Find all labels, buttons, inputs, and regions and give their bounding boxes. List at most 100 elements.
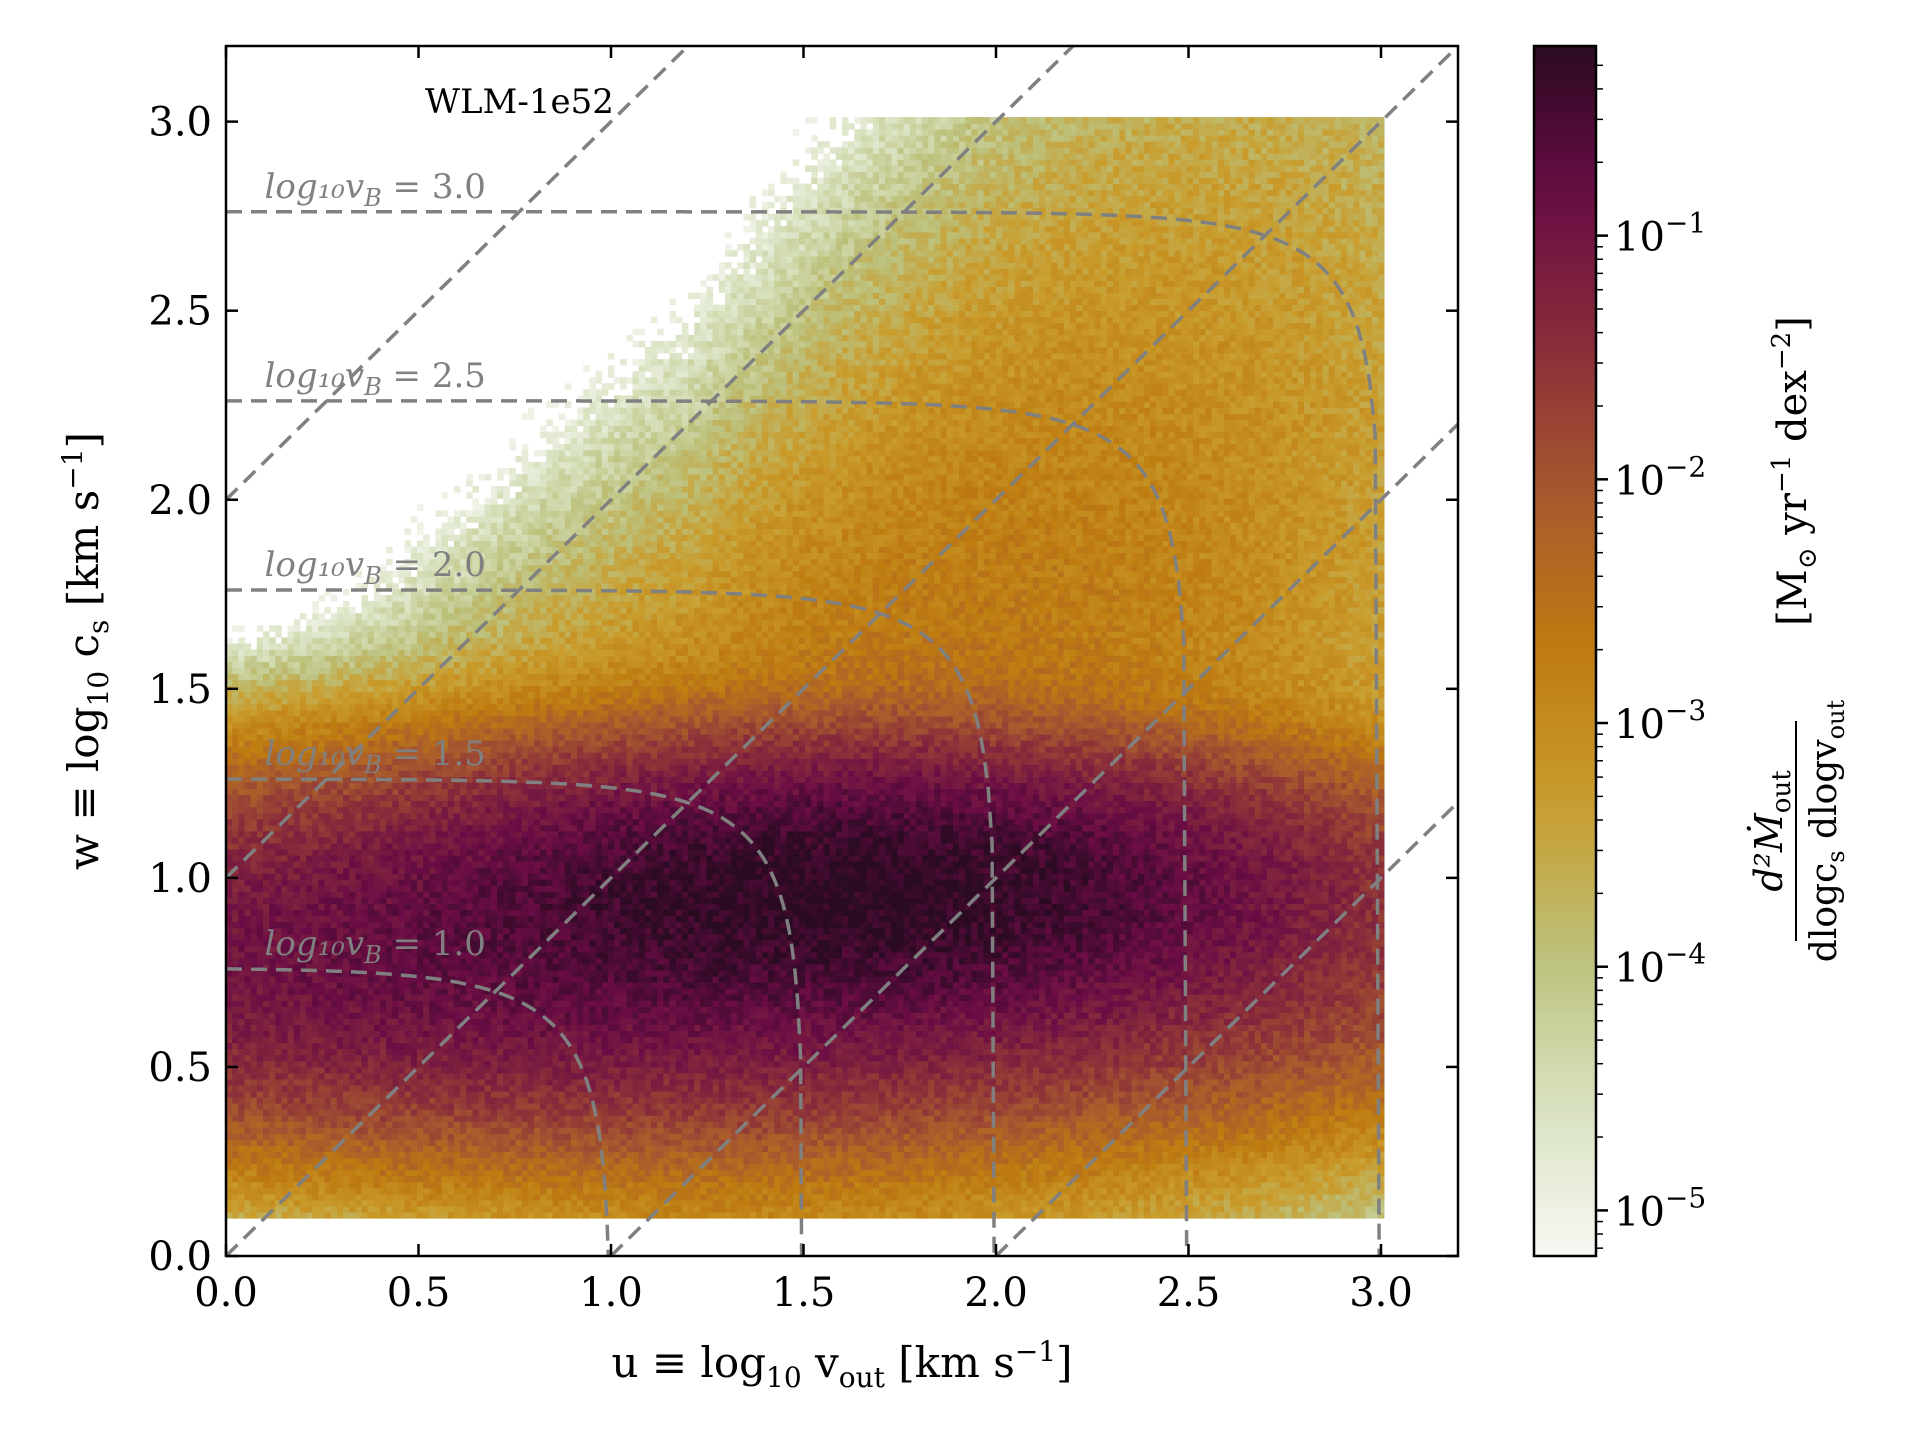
heatmap-cell [312,1140,319,1146]
heatmap-cell [238,1037,245,1043]
heatmap-cell [275,861,282,867]
heatmap-cell [238,1012,245,1018]
heatmap-cell [312,916,319,922]
heatmap-cell [325,1182,332,1188]
heatmap-cell [300,879,307,885]
heatmap-cell [251,783,258,789]
heatmap-cell [325,867,332,873]
heatmap-cell [244,958,251,964]
heatmap-cell [300,649,307,655]
heatmap-cell [251,1031,258,1037]
heatmap-cell [318,668,325,674]
heatmap-cell [263,825,270,831]
heatmap-cell [288,867,295,873]
heatmap-cell [306,1146,313,1152]
heatmap-cell [251,686,258,692]
heatmap-cell [232,1121,239,1127]
heatmap-cell [232,1006,239,1012]
heatmap-cell [288,1079,295,1085]
heatmap-cell [300,831,307,837]
heatmap-cell [331,1055,338,1061]
heatmap-cell [251,946,258,952]
heatmap-cell [318,843,325,849]
heatmap-cell [300,1085,307,1091]
heatmap-cell [281,674,288,680]
heatmap-cell [318,795,325,801]
heatmap-cell [257,976,264,982]
heatmap-cell [288,668,295,674]
heatmap-cell [288,716,295,722]
heatmap-cell [251,1170,258,1176]
heatmap-cell [257,1164,264,1170]
heatmap-cell [312,879,319,885]
heatmap-cell [312,649,319,655]
heatmap-cell [331,1206,338,1212]
heatmap-cell [318,1006,325,1012]
heatmap-cell [232,758,239,764]
heatmap-cell [257,710,264,716]
heatmap-cell [306,631,313,637]
heatmap-cell [263,1200,270,1206]
heatmap-cell [238,873,245,879]
heatmap-cell [257,910,264,916]
heatmap-cell [318,1025,325,1031]
heatmap-cell [269,1133,276,1139]
heatmap-cell [269,1019,276,1025]
heatmap-cell [232,1000,239,1006]
heatmap-cell [294,994,301,1000]
heatmap-cell [238,970,245,976]
heatmap-cell [312,686,319,692]
heatmap-cell [325,1115,332,1121]
heatmap-cell [281,1133,288,1139]
heatmap-cell [294,704,301,710]
heatmap-cell [263,1164,270,1170]
heatmap-cell [325,825,332,831]
heatmap-cell [275,837,282,843]
heatmap-cell [275,1170,282,1176]
heatmap-cell [244,946,251,952]
heatmap-cell [238,940,245,946]
heatmap-cell [263,1091,270,1097]
heatmap-cell [251,1067,258,1073]
heatmap-cell [294,1158,301,1164]
heatmap-cell [232,1133,239,1139]
heatmap-cell [318,686,325,692]
heatmap-cell [325,873,332,879]
heatmap-cell [325,1206,332,1212]
heatmap-cell [306,692,313,698]
heatmap-cell [251,873,258,879]
heatmap-cell [251,789,258,795]
heatmap-cell [318,970,325,976]
heatmap-cell [288,988,295,994]
heatmap-cell [288,898,295,904]
heatmap-cell [275,813,282,819]
heatmap-cell [312,1212,319,1218]
heatmap-cell [232,728,239,734]
heatmap-cell [263,692,270,698]
heatmap-cell [275,680,282,686]
heatmap-cell [312,1121,319,1127]
heatmap-cell [325,819,332,825]
heatmap-cell [275,855,282,861]
heatmap-cell [300,904,307,910]
chart: log₁₀vB = 1.0log₁₀vB = 1.5log₁₀vB = 2.0l… [0,0,1920,1440]
heatmap-cell [306,819,313,825]
heatmap-cell [306,1025,313,1031]
heatmap-cell [257,891,264,897]
heatmap-cell [244,831,251,837]
heatmap-cell [257,807,264,813]
heatmap-cell [318,885,325,891]
heatmap-cell [275,662,282,668]
heatmap-cell [281,873,288,879]
heatmap-cell [325,704,332,710]
heatmap-cell [288,982,295,988]
heatmap-cell [325,716,332,722]
heatmap-cell [238,1097,245,1103]
heatmap-cell [294,619,301,625]
heatmap-cell [244,1067,251,1073]
heatmap-cell [238,1206,245,1212]
heatmap-cell [318,662,325,668]
heatmap-cell [251,662,258,668]
heatmap-cell [325,988,332,994]
heatmap-cell [300,819,307,825]
